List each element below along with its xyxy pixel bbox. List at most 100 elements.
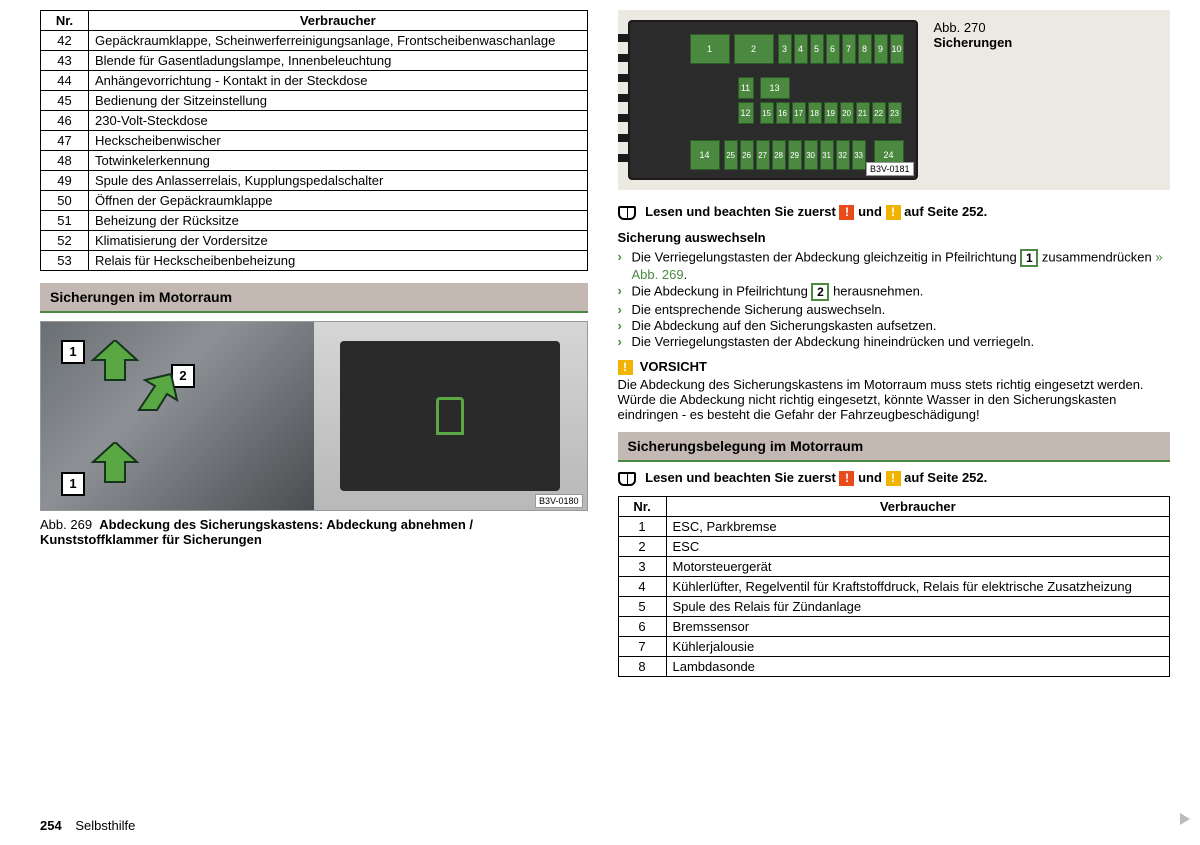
fuse-11: 11 [738, 77, 754, 99]
cell-text: Bedienung der Sitzeinstellung [89, 91, 588, 111]
caption-text: Abdeckung des Sicherungskastens: Abdecku… [40, 517, 473, 547]
caution-icon: ! [618, 360, 633, 375]
cell-nr: 47 [41, 131, 89, 151]
fig270-prefix: Abb. 270 [934, 20, 986, 35]
marker-1-top: 1 [61, 340, 85, 364]
fuse-13: 13 [760, 77, 790, 99]
right-column: 1 2 3 4 5 6 7 8 9 10 11 12 13 1516171819… [618, 10, 1170, 689]
fuse-table-right: Nr. Verbraucher 1ESC, Parkbremse2ESC3Mot… [618, 496, 1170, 677]
step-number-box: 1 [1020, 249, 1038, 267]
fuse-block-14: 14 [690, 140, 720, 170]
cell-text: Kühlerlüfter, Regelventil für Kraftstoff… [666, 577, 1169, 597]
table-row: 42Gepäckraumklappe, Scheinwerferreinigun… [41, 31, 588, 51]
fuse-17: 17 [792, 102, 806, 124]
cell-text: Motorsteuergerät [666, 557, 1169, 577]
table-row: 43Blende für Gasentladungslampe, Innenbe… [41, 51, 588, 71]
book-icon [618, 206, 636, 220]
continue-arrow-icon [1180, 813, 1190, 825]
table-row: 3Motorsteuergerät [618, 557, 1169, 577]
th-verbraucher: Verbraucher [89, 11, 588, 31]
page-number: 254 [40, 818, 62, 833]
cell-text: 230-Volt-Steckdose [89, 111, 588, 131]
cell-text: Klimatisierung der Vordersitze [89, 231, 588, 251]
fuse-8: 8 [858, 34, 872, 64]
th-verbraucher-r: Verbraucher [666, 497, 1169, 517]
table-row: 8Lambdasonde [618, 657, 1169, 677]
cell-nr: 46 [41, 111, 89, 131]
ref-link: » Abb. 269 [632, 250, 1163, 283]
cell-text: Bremssensor [666, 617, 1169, 637]
fuse-25: 25 [724, 140, 738, 170]
table-row: 47Heckscheibenwischer [41, 131, 588, 151]
table-row: 6Bremssensor [618, 617, 1169, 637]
rf-mid: und [858, 204, 885, 219]
fuse-6: 6 [826, 34, 840, 64]
cell-nr: 4 [618, 577, 666, 597]
fuse-12: 12 [738, 102, 754, 124]
cell-text: Blende für Gasentladungslampe, Innenbele… [89, 51, 588, 71]
figure-269-caption: Abb. 269 Abdeckung des Sicherungskastens… [40, 517, 588, 547]
warning-yellow-icon-2: ! [886, 471, 901, 486]
fuse-19: 19 [824, 102, 838, 124]
fuse-22: 22 [872, 102, 886, 124]
cell-nr: 52 [41, 231, 89, 251]
table-row: 44Anhängevorrichtung - Kontakt in der St… [41, 71, 588, 91]
fig270-text: Sicherungen [934, 35, 1013, 50]
vorsicht-text: Die Abdeckung des Sicherungskastens im M… [618, 377, 1170, 422]
fuse-26: 26 [740, 140, 754, 170]
fuse-32: 32 [836, 140, 850, 170]
th-nr: Nr. [41, 11, 89, 31]
book-icon-2 [618, 472, 636, 486]
table-row: 51Beheizung der Rücksitze [41, 211, 588, 231]
fuse-28: 28 [772, 140, 786, 170]
cell-nr: 6 [618, 617, 666, 637]
th-nr-r: Nr. [618, 497, 666, 517]
cell-nr: 1 [618, 517, 666, 537]
cell-text: ESC, Parkbremse [666, 517, 1169, 537]
step-item: Die Abdeckung auf den Sicherungskasten a… [618, 318, 1170, 333]
table-row: 2ESC [618, 537, 1169, 557]
connector-teeth [618, 34, 630, 166]
fuse-29: 29 [788, 140, 802, 170]
section-header-left: Sicherungen im Motorraum [40, 283, 588, 313]
read-first-1: Lesen und beachten Sie zuerst ! und ! au… [618, 204, 1170, 220]
fuse-9: 9 [874, 34, 888, 64]
figure-269: 1 2 1 B3V-0180 [40, 321, 588, 511]
fuse-18: 18 [808, 102, 822, 124]
fuse-16: 16 [776, 102, 790, 124]
cell-nr: 5 [618, 597, 666, 617]
cell-text: Anhängevorrichtung - Kontakt in der Stec… [89, 71, 588, 91]
table-row: 50Öffnen der Gepäckraumklappe [41, 191, 588, 211]
fuse-31: 31 [820, 140, 834, 170]
cell-nr: 50 [41, 191, 89, 211]
fuse-21: 21 [856, 102, 870, 124]
cell-nr: 53 [41, 251, 89, 271]
table-row: 5Spule des Relais für Zündanlage [618, 597, 1169, 617]
warning-yellow-icon: ! [886, 205, 901, 220]
vorsicht-title: ! VORSICHT [618, 359, 1170, 375]
cell-text: ESC [666, 537, 1169, 557]
figure-270-wrap: 1 2 3 4 5 6 7 8 9 10 11 12 13 1516171819… [618, 10, 1170, 190]
replace-title: Sicherung auswechseln [618, 230, 1170, 245]
fuse-table-left: Nr. Verbraucher 42Gepäckraumklappe, Sche… [40, 10, 588, 271]
marker-1-bottom: 1 [61, 472, 85, 496]
cell-text: Gepäckraumklappe, Scheinwerferreinigungs… [89, 31, 588, 51]
caption-prefix: Abb. 269 [40, 517, 92, 532]
fuse-33: 33 [852, 140, 866, 170]
cell-text: Kühlerjalousie [666, 637, 1169, 657]
fuse-block-2: 2 [734, 34, 774, 64]
table-row: 1ESC, Parkbremse [618, 517, 1169, 537]
vorsicht-label: VORSICHT [640, 359, 707, 374]
cell-text: Lambdasonde [666, 657, 1169, 677]
fuse-7: 7 [842, 34, 856, 64]
table-row: 4Kühlerlüfter, Regelventil für Kraftstof… [618, 577, 1169, 597]
cell-text: Totwinkelerkennung [89, 151, 588, 171]
cell-nr: 42 [41, 31, 89, 51]
cell-nr: 49 [41, 171, 89, 191]
fuse-5: 5 [810, 34, 824, 64]
cell-text: Spule des Anlasserrelais, Kupplungspedal… [89, 171, 588, 191]
table-row: 45Bedienung der Sitzeinstellung [41, 91, 588, 111]
cell-nr: 48 [41, 151, 89, 171]
steps-list: Die Verriegelungstasten der Abdeckung gl… [618, 249, 1170, 349]
cell-nr: 43 [41, 51, 89, 71]
